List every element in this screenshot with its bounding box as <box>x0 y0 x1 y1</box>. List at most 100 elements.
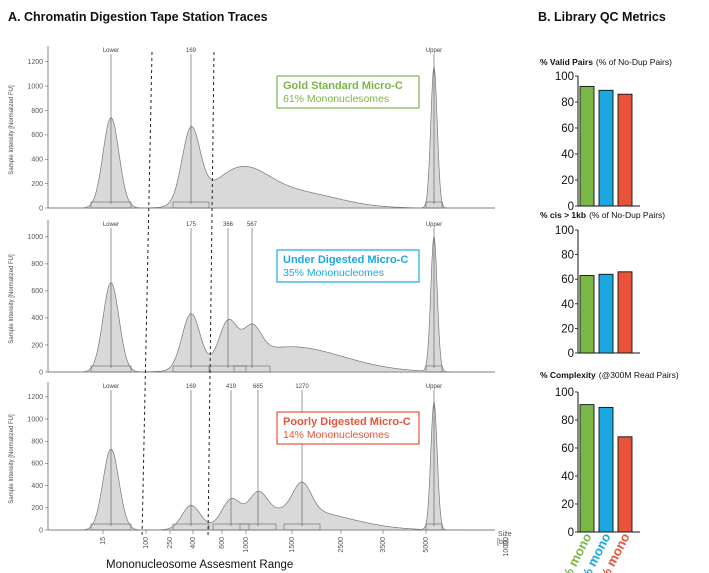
peak-label: 1270 <box>295 384 309 390</box>
peak-label: Lower <box>103 222 119 228</box>
qc-bar <box>617 436 633 533</box>
trace-y-tick-label: 600 <box>31 132 43 139</box>
trace-panel-1: 0 200 400 600 800 1000 1200 Sample Intensity [N… <box>9 46 495 212</box>
qc-chart-subtitle: (@300M Read Pairs) <box>599 370 679 380</box>
qc-y-tick-label: 100 <box>555 71 574 83</box>
trace-annotation-subtitle: 61% Mononuclesomes <box>283 93 389 105</box>
peak-label: 567 <box>247 222 258 228</box>
peak-label: 419 <box>226 384 237 390</box>
qc-y-tick-label: 40 <box>561 149 574 161</box>
qc-chart-3: % Complexity (@300M Read Pairs) 0 20 40 60 80 1… <box>540 370 679 539</box>
qc-bar <box>598 406 614 533</box>
qc-y-tick-label: 100 <box>555 387 574 399</box>
qc-y-tick-label: 20 <box>561 499 574 511</box>
trace-annotation-subtitle: 35% Mononucleomes <box>283 267 384 279</box>
trace-y-tick-label: 800 <box>31 261 43 268</box>
peak-label: 169 <box>186 48 197 54</box>
trace-panel-2: 0 200 400 600 800 1000 Sample Intensity [Norma… <box>9 220 495 376</box>
trace-y-axis-label: Sample Intensity [Normalized FU] <box>9 414 15 504</box>
panel-b-title: B. Library QC Metrics <box>538 10 666 24</box>
trace-y-tick-label: 1000 <box>27 83 43 90</box>
trace-annotation-title: Under Digested Micro-C <box>283 254 408 266</box>
trace-y-tick-label: 0 <box>39 527 43 534</box>
qc-chart-2: % cis > 1kb (% of No-Dup Pairs) 0 20 40 60 80 1… <box>540 210 665 360</box>
qc-y-tick-label: 0 <box>568 201 574 213</box>
library-qc-metrics: % Valid Pairs (% of No-Dup Pairs)02040608… <box>540 57 679 573</box>
size-tick-label: 2500 <box>338 537 345 553</box>
qc-chart-subtitle: (% of No-Dup Pairs) <box>589 210 665 220</box>
qc-y-tick-label: 40 <box>561 471 574 483</box>
qc-y-tick-label: 100 <box>555 225 574 237</box>
trace-y-tick-label: 600 <box>31 461 43 468</box>
peak-label: 175 <box>186 222 197 228</box>
trace-y-tick-label: 0 <box>39 369 43 376</box>
peak-label: Lower <box>103 48 119 54</box>
qc-y-tick-label: 80 <box>561 97 574 109</box>
trace-y-tick-label: 800 <box>31 108 43 115</box>
assessment-range-left-line <box>141 51 153 539</box>
qc-chart-title: % Complexity <box>540 370 596 380</box>
qc-chart-title: % Valid Pairs <box>540 57 593 67</box>
peak-label: Upper <box>426 48 442 54</box>
size-tick-label: 250 <box>167 537 174 549</box>
qc-y-tick-label: 40 <box>561 299 574 311</box>
qc-bar <box>598 273 614 354</box>
qc-bar <box>579 85 595 207</box>
size-tick-label: 400 <box>190 537 197 549</box>
trace-annotation-title: Poorly Digested Micro-C <box>283 416 411 428</box>
trace-y-axis-label: Sample Intensity [Normalized FU] <box>9 254 15 344</box>
trace-annotation-box <box>276 75 420 109</box>
mononucleosome-range-label: Mononucleosome Assesment Range <box>106 559 293 571</box>
trace-annotation-title: Gold Standard Micro-C <box>283 80 403 92</box>
trace-y-tick-label: 1200 <box>27 59 43 66</box>
peak-label: Upper <box>426 384 442 390</box>
size-axis-label: Size <box>498 531 512 538</box>
trace-annotation-subtitle: 14% Mononuclesomes <box>283 429 389 441</box>
peak-label: Lower <box>103 384 119 390</box>
trace-y-tick-label: 200 <box>31 181 43 188</box>
trace-y-tick-label: 1000 <box>27 234 43 241</box>
size-tick-label: 1000 <box>243 537 250 553</box>
qc-y-tick-label: 0 <box>568 527 574 539</box>
trace-y-tick-label: 200 <box>31 505 43 512</box>
trace-y-tick-label: 800 <box>31 439 43 446</box>
assessment-range-right-line <box>207 51 215 539</box>
trace-y-tick-label: 0 <box>39 205 43 212</box>
trace-panel-3: 0 200 400 600 800 1000 1200 Sample Intensity [N… <box>9 382 495 534</box>
qc-chart-subtitle: (% of No-Dup Pairs) <box>596 57 672 67</box>
qc-bar <box>598 89 614 207</box>
qc-bar <box>617 93 633 207</box>
size-tick-label: 15 <box>100 537 107 545</box>
trace-y-tick-label: 400 <box>31 315 43 322</box>
qc-bar <box>579 404 595 533</box>
trace-curve <box>48 66 495 209</box>
qc-y-tick-label: 60 <box>561 443 574 455</box>
qc-y-tick-label: 0 <box>568 348 574 360</box>
peak-label: 169 <box>186 384 197 390</box>
size-tick-label: 1500 <box>289 537 296 553</box>
peak-label: Upper <box>426 222 442 228</box>
peak-label: 366 <box>223 222 234 228</box>
qc-y-tick-label: 60 <box>561 123 574 135</box>
trace-curve <box>48 402 495 531</box>
trace-y-tick-label: 200 <box>31 342 43 349</box>
size-tick-label: 3500 <box>380 537 387 553</box>
qc-bar <box>617 271 633 354</box>
trace-y-tick-label: 600 <box>31 288 43 295</box>
trace-annotation-box <box>276 411 420 445</box>
panel-a-title: A. Chromatin Digestion Tape Station Trac… <box>8 10 268 24</box>
qc-y-tick-label: 20 <box>561 175 574 187</box>
qc-bar <box>579 275 595 354</box>
size-tick-label: 5000 <box>423 537 430 553</box>
trace-y-tick-label: 1000 <box>27 416 43 423</box>
qc-chart-title: % cis > 1kb <box>540 210 586 220</box>
trace-annotation-box <box>276 249 420 283</box>
qc-y-tick-label: 80 <box>561 250 574 262</box>
size-tick-label: 100 <box>143 537 150 549</box>
qc-y-tick-label: 80 <box>561 415 574 427</box>
size-axis-unit: [bp] <box>497 539 509 546</box>
trace-curve <box>48 236 495 373</box>
qc-y-tick-label: 60 <box>561 274 574 286</box>
